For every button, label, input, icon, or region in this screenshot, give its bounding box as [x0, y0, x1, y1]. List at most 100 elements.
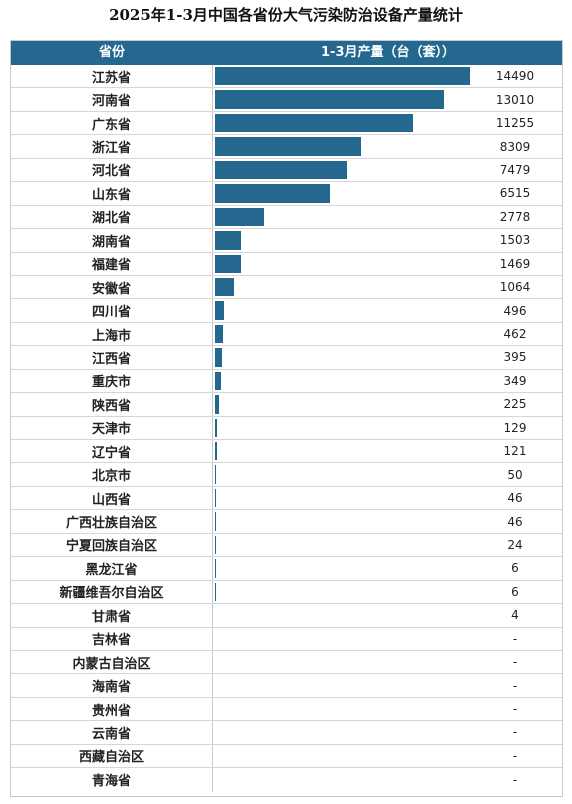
- output-bar: [215, 184, 330, 203]
- bar-cell: 1469: [213, 253, 562, 275]
- table-row: 青海省 -: [11, 768, 562, 792]
- province-label: 江苏省: [11, 65, 213, 88]
- table-row: 江苏省 14490: [11, 65, 562, 89]
- output-bar: [215, 67, 470, 86]
- output-value: 2778: [499, 209, 531, 224]
- output-value: 6515: [499, 186, 531, 201]
- bar-cell: 395: [213, 346, 562, 368]
- table-body: 江苏省 14490 河南省 13010 广东省 11255 浙江省 8309 河北省 7479 山东…: [11, 65, 562, 792]
- output-value: 50: [507, 467, 523, 482]
- output-bar: [215, 137, 362, 156]
- bar-cell: 13010: [213, 88, 562, 110]
- table-row: 海南省 -: [11, 674, 562, 698]
- province-label: 四川省: [11, 299, 213, 322]
- table-row: 吉林省 -: [11, 627, 562, 651]
- chart-title: 2025年1-3月中国各省份大气污染防治设备产量统计: [109, 6, 463, 24]
- table-row: 上海市 462: [11, 322, 562, 347]
- output-value: -: [512, 772, 518, 787]
- output-bar: [215, 254, 241, 273]
- bar-cell: 6: [213, 581, 562, 603]
- output-bar: [215, 488, 216, 508]
- bar-cell: -: [213, 721, 562, 743]
- province-label: 辽宁省: [11, 440, 213, 463]
- output-value: 7479: [499, 162, 531, 177]
- bar-cell: 2778: [213, 206, 562, 228]
- output-bar: [215, 207, 264, 227]
- bar-cell: 11255: [213, 112, 562, 134]
- output-value: 4: [511, 608, 519, 623]
- province-label: 黑龙江省: [11, 557, 213, 580]
- table-row: 天津市 129: [11, 416, 562, 440]
- province-label: 浙江省: [11, 135, 213, 158]
- bar-cell: -: [213, 768, 562, 791]
- bar-cell: -: [213, 698, 562, 720]
- table-row: 广西壮族自治区 46: [11, 510, 562, 534]
- table-row: 四川省 496: [11, 299, 562, 323]
- province-label: 河北省: [11, 158, 213, 182]
- bar-cell: -: [213, 674, 562, 696]
- province-label: 安徽省: [11, 275, 213, 299]
- province-label: 山东省: [11, 182, 213, 205]
- output-bar: [215, 277, 234, 297]
- province-label: 上海市: [11, 322, 213, 346]
- table-row: 西藏自治区 -: [11, 744, 562, 769]
- table-row: 山东省 6515: [11, 182, 562, 206]
- output-bar: [215, 301, 224, 320]
- table-row: 广东省 11255: [11, 111, 562, 136]
- output-value: -: [512, 748, 518, 763]
- output-value: 349: [503, 373, 527, 388]
- table-header: 省份 1-3月产量（台（套））: [11, 41, 562, 65]
- bar-cell: 6515: [213, 182, 562, 204]
- bar-cell: 46: [213, 487, 562, 509]
- bar-cell: 1503: [213, 229, 562, 251]
- province-label: 湖南省: [11, 229, 213, 252]
- province-label: 广东省: [11, 111, 213, 135]
- province-label: 云南省: [11, 721, 213, 744]
- output-value: 13010: [495, 92, 535, 107]
- province-label: 陕西省: [11, 393, 213, 416]
- bar-cell: 225: [213, 393, 562, 415]
- table-row: 湖南省 1503: [11, 229, 562, 253]
- province-label: 西藏自治区: [11, 744, 213, 768]
- province-label: 宁夏回族自治区: [11, 533, 213, 557]
- output-bar: [215, 90, 444, 109]
- bar-cell: 14490: [213, 65, 562, 87]
- output-value: 6: [511, 584, 519, 599]
- bar-cell: 1064: [213, 276, 562, 298]
- province-label: 贵州省: [11, 697, 213, 721]
- table-row: 新疆维吾尔自治区 6: [11, 580, 562, 605]
- table-row: 安徽省 1064: [11, 275, 562, 300]
- output-bar: [215, 395, 219, 414]
- output-value: 11255: [495, 116, 535, 131]
- output-value: 1469: [499, 256, 531, 271]
- output-value: -: [512, 725, 518, 740]
- output-value: 46: [507, 491, 523, 506]
- table-row: 北京市 50: [11, 463, 562, 487]
- output-value: 14490: [495, 69, 535, 84]
- output-bar: [215, 465, 216, 484]
- table-row: 山西省 46: [11, 486, 562, 511]
- table-row: 贵州省 -: [11, 697, 562, 722]
- province-label: 山西省: [11, 486, 213, 510]
- bar-cell: 6: [213, 557, 562, 579]
- bar-cell: 4: [213, 604, 562, 626]
- output-value: 6: [511, 561, 519, 576]
- table-row: 宁夏回族自治区 24: [11, 533, 562, 558]
- output-bar: [215, 324, 224, 344]
- output-bar: [215, 348, 222, 367]
- table-row: 黑龙江省 6: [11, 557, 562, 581]
- output-bar: [215, 160, 347, 180]
- table-row: 河北省 7479: [11, 158, 562, 183]
- header-province: 省份: [98, 45, 125, 60]
- output-value: 225: [503, 397, 527, 412]
- table-row: 陕西省 225: [11, 393, 562, 417]
- output-value: 1503: [499, 233, 531, 248]
- bar-cell: 496: [213, 299, 562, 321]
- data-table: 省份 1-3月产量（台（套）） 江苏省 14490 河南省 13010 广东省 11255…: [10, 40, 563, 797]
- table-row: 福建省 1469: [11, 252, 562, 276]
- output-bar: [215, 231, 242, 250]
- province-label: 吉林省: [11, 627, 213, 650]
- province-label: 天津市: [11, 416, 213, 439]
- header-output: 1-3月产量（台（套））: [321, 45, 455, 60]
- output-value: 121: [503, 444, 527, 459]
